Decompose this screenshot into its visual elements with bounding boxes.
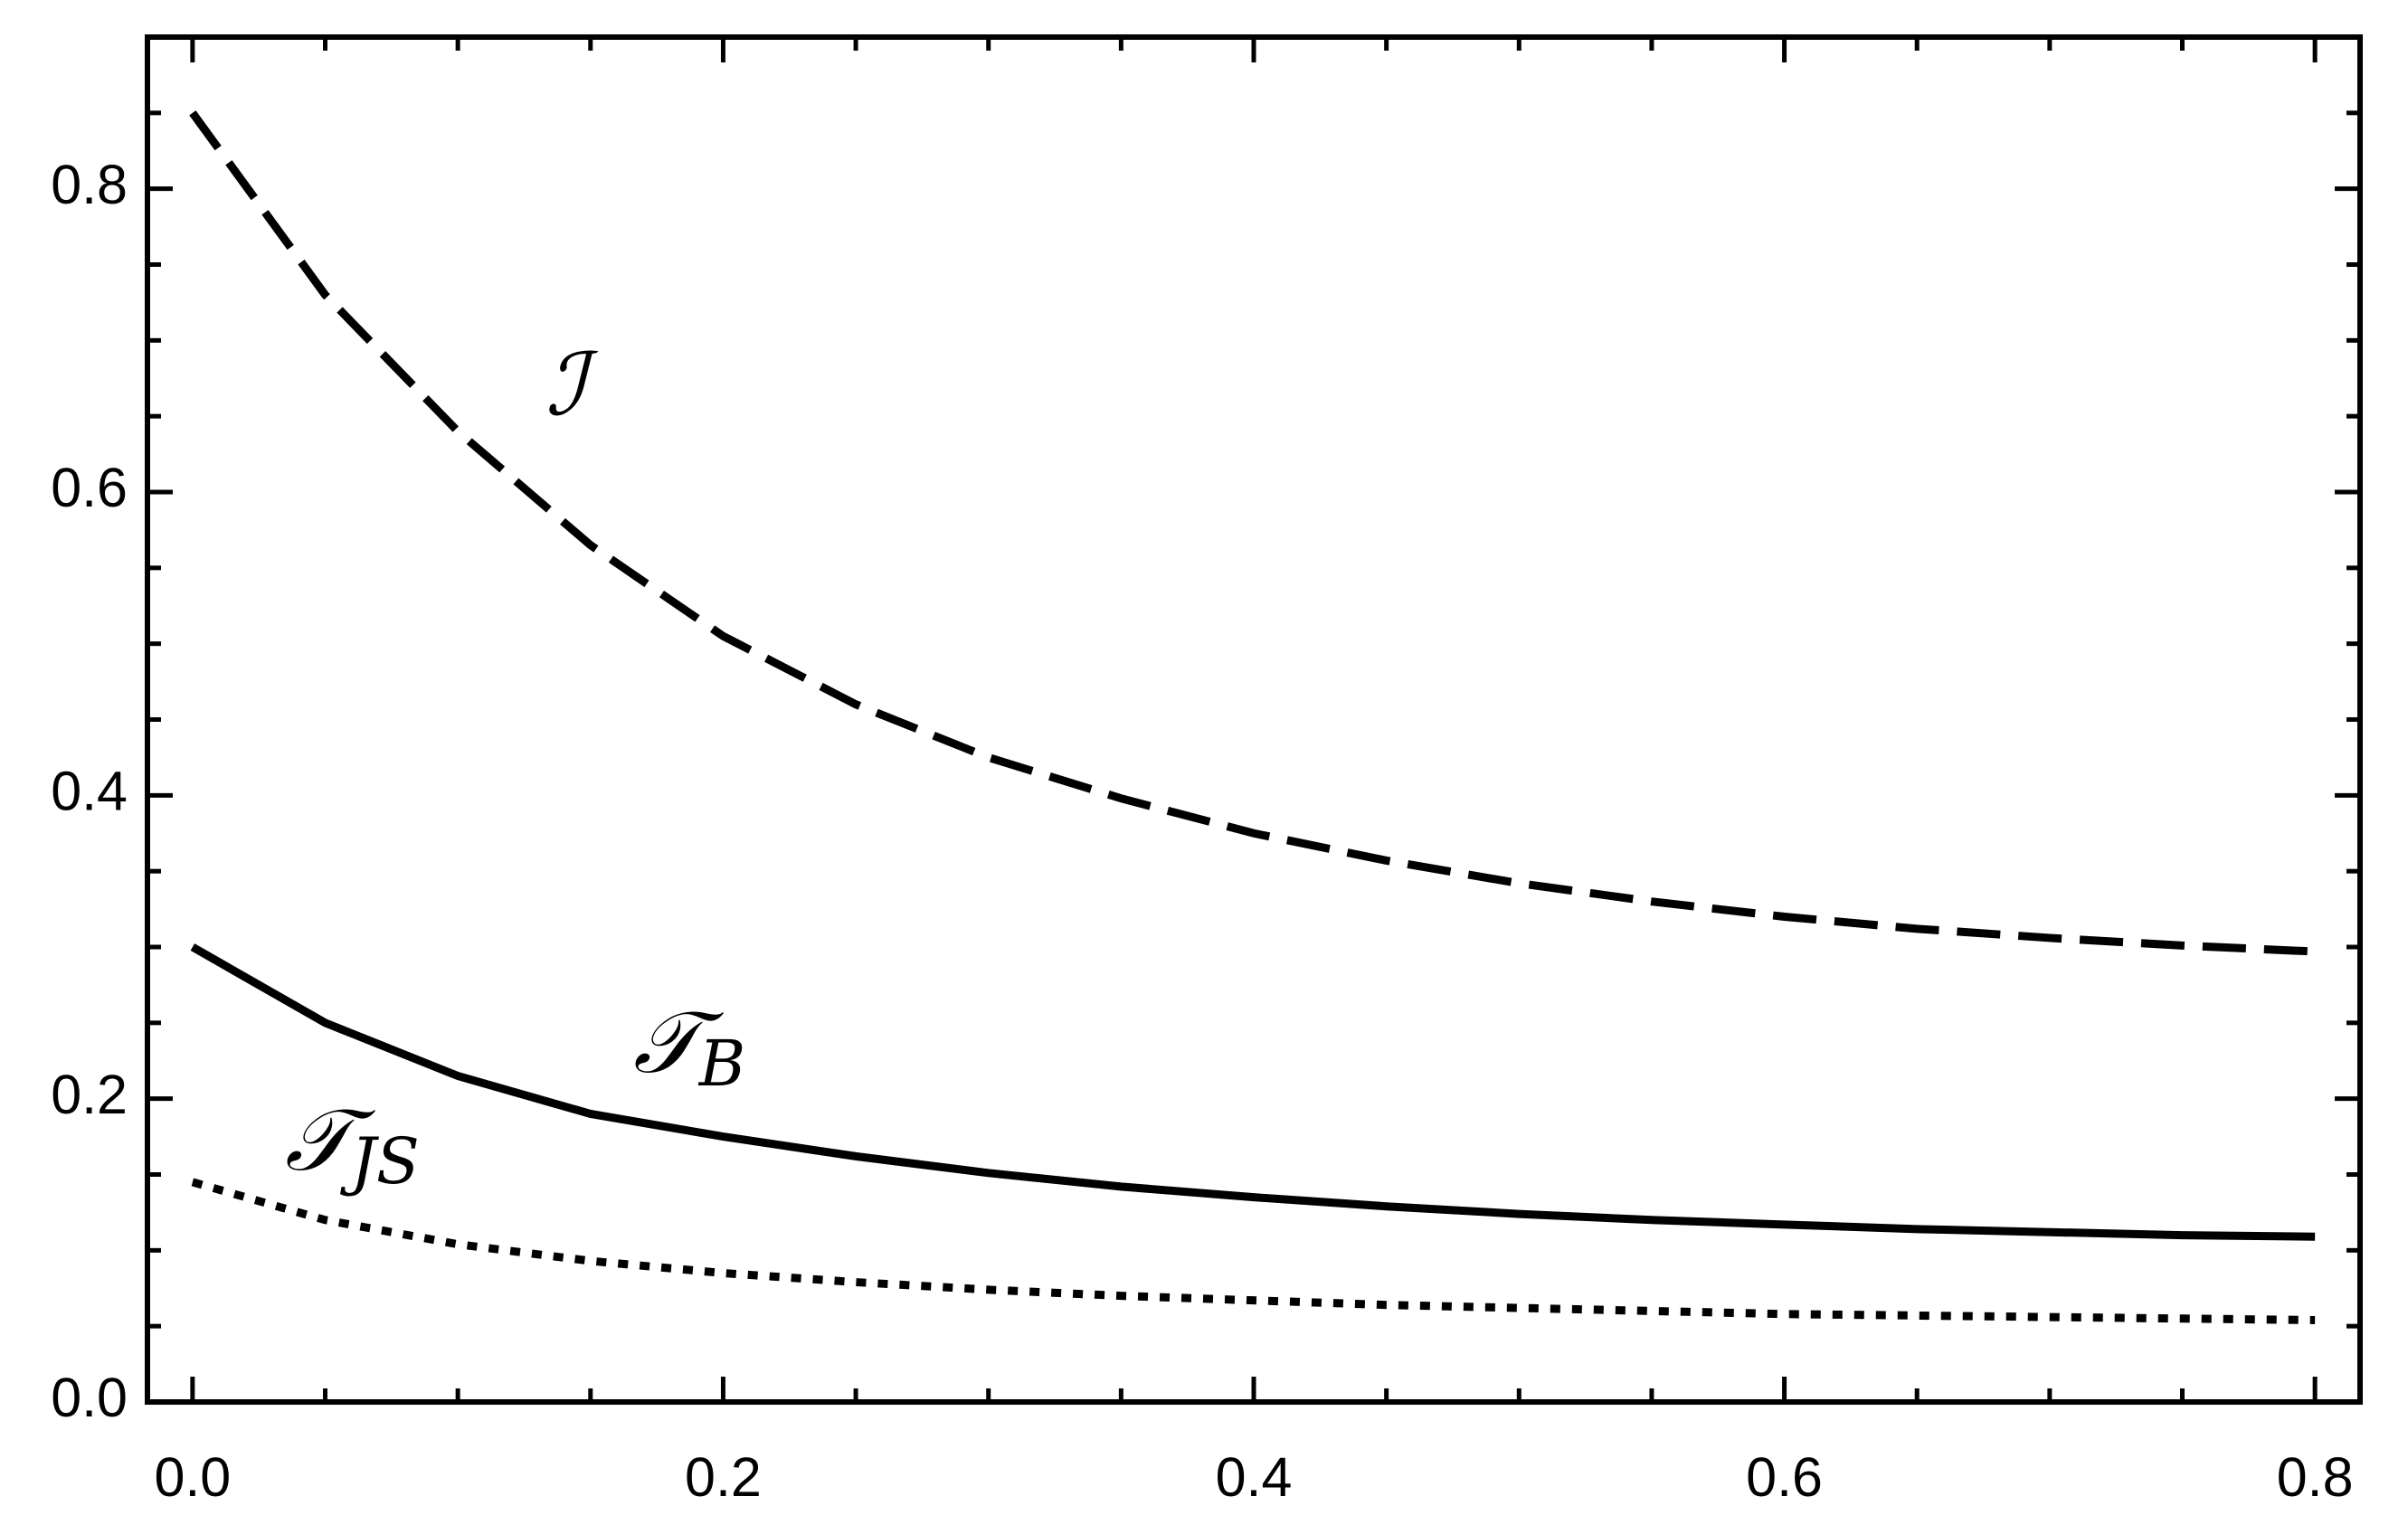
series-label-subscript: JS (340, 1124, 420, 1198)
y-tick-label: 0.2 (51, 1064, 128, 1125)
x-tick-label: 0.0 (154, 1446, 231, 1508)
series-line (189, 110, 2316, 956)
y-tick-label: 0.0 (51, 1367, 128, 1428)
series-label-subscript: B (697, 1027, 745, 1101)
x-tick-label: 0.8 (2277, 1446, 2354, 1508)
y-tick-label: 0.4 (51, 760, 128, 821)
series-line (191, 1178, 2316, 1324)
x-tick-label: 0.6 (1746, 1446, 1823, 1508)
y-tick-label: 0.8 (51, 154, 128, 215)
series-label: 𝒯B (633, 993, 745, 1101)
x-tick-label: 0.2 (685, 1446, 762, 1508)
series-line (190, 943, 2316, 1241)
y-tick-label: 0.6 (51, 457, 128, 518)
plot-frame (145, 34, 2363, 1405)
x-tick-label: 0.4 (1216, 1446, 1293, 1508)
